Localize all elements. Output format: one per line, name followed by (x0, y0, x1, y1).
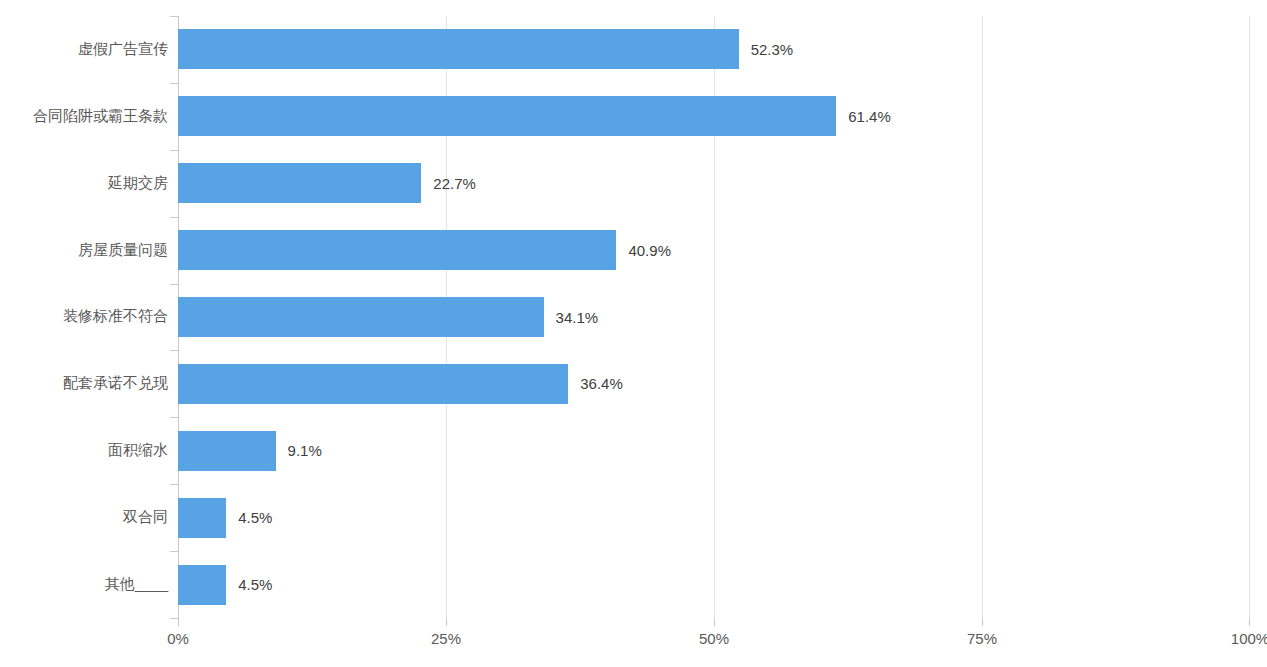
x-axis-tick-label: 0% (167, 630, 189, 647)
plot-area: 52.3% 61.4% 22.7% 40.9% 34.1% 36.4% 9.1% 4.5% 4.… (178, 16, 1250, 618)
x-axis-tick-label: 75% (967, 630, 997, 647)
bar (178, 29, 739, 69)
category-label: 双合同 (0, 484, 168, 551)
y-axis-tick (170, 217, 178, 218)
x-axis-tick (714, 618, 715, 626)
bar (178, 565, 226, 605)
bar-value-label: 36.4% (580, 364, 623, 404)
bar (178, 230, 616, 270)
bar (178, 96, 836, 136)
x-axis-tick-label: 50% (699, 630, 729, 647)
gridline (1249, 16, 1250, 618)
x-axis-tick (1249, 618, 1250, 626)
x-axis-tick-label: 100% (1231, 630, 1267, 647)
bar-value-label: 34.1% (556, 297, 599, 337)
category-label: 延期交房 (0, 150, 168, 217)
y-axis-tick (170, 484, 178, 485)
y-axis-tick (170, 551, 178, 552)
bar-value-label: 52.3% (751, 29, 794, 69)
x-axis-tick (982, 618, 983, 626)
bar-value-label: 22.7% (433, 163, 476, 203)
bar (178, 431, 276, 471)
bar-value-label: 61.4% (848, 96, 891, 136)
bar (178, 364, 568, 404)
y-axis-tick (170, 417, 178, 418)
category-label: 虚假广告宣传 (0, 16, 168, 83)
bar-value-label: 40.9% (628, 230, 671, 270)
gridline (982, 16, 983, 618)
y-axis-tick (170, 83, 178, 84)
x-axis-tick-label: 25% (431, 630, 461, 647)
horizontal-bar-chart: 52.3% 61.4% 22.7% 40.9% 34.1% 36.4% 9.1% 4.5% 4.… (0, 0, 1267, 667)
y-axis-tick (170, 16, 178, 17)
category-label: 合同陷阱或霸王条款 (0, 83, 168, 150)
x-axis-tick (446, 618, 447, 626)
y-axis-tick (170, 350, 178, 351)
category-label: 装修标准不符合 (0, 284, 168, 351)
category-label: 房屋质量问题 (0, 217, 168, 284)
bar (178, 163, 421, 203)
y-axis-tick (170, 284, 178, 285)
bar-value-label: 4.5% (238, 565, 272, 605)
category-label: 配套承诺不兑现 (0, 350, 168, 417)
x-axis-tick (178, 618, 179, 626)
category-label: 面积缩水 (0, 417, 168, 484)
bar (178, 498, 226, 538)
y-axis-tick (170, 150, 178, 151)
y-axis-tick (170, 618, 178, 619)
bar-value-label: 4.5% (238, 498, 272, 538)
bar-value-label: 9.1% (288, 431, 322, 471)
category-label: 其他____ (0, 551, 168, 618)
bar (178, 297, 544, 337)
